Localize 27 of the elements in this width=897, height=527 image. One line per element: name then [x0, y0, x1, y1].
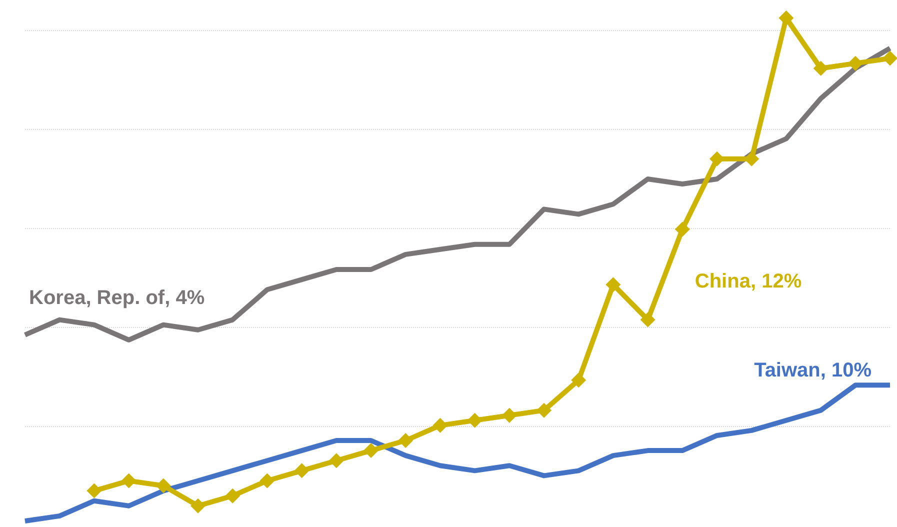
- series-label: Korea, Rep. of, 4%: [28, 286, 205, 309]
- point: [710, 151, 724, 166]
- point: [121, 473, 136, 488]
- point: [294, 463, 310, 478]
- point: [190, 498, 206, 514]
- point: [606, 277, 621, 292]
- point: [398, 433, 414, 448]
- point: [502, 408, 517, 423]
- point: [328, 453, 344, 468]
- point: [536, 402, 552, 418]
- point: [778, 10, 794, 26]
- point: [744, 151, 760, 166]
- point: [674, 222, 690, 237]
- point: [882, 50, 897, 66]
- series-label: China, 12%: [694, 270, 802, 292]
- point: [640, 312, 656, 328]
- point: [364, 443, 378, 458]
- point: [86, 483, 102, 498]
- point: [813, 60, 828, 76]
- point: [156, 478, 171, 494]
- point: [225, 488, 240, 504]
- point: [432, 418, 448, 433]
- point: [848, 56, 863, 71]
- point: [260, 473, 275, 488]
- point: [467, 412, 482, 428]
- series-label: Taiwan, 10%: [754, 359, 872, 382]
- point: [571, 372, 586, 388]
